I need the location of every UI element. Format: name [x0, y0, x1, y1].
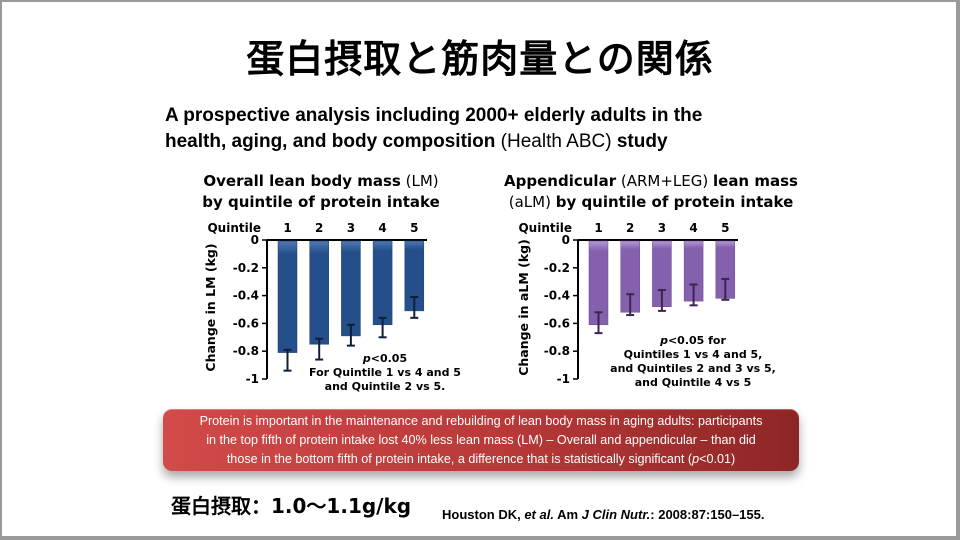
y-tick-label: -0.2	[544, 261, 570, 275]
callout-line3-p: p	[692, 452, 700, 466]
chart-alm-title-normal1: (ARM+LEG)	[616, 172, 713, 190]
reference: Houston DK, et al. Am J Clin Nutr.: 2008…	[442, 507, 764, 522]
p-symbol: p	[362, 352, 371, 365]
x-tick-label: 4	[689, 221, 697, 235]
x-tick-label: 2	[626, 221, 634, 235]
annotation-line: For Quintile 1 vs 4 and 5	[309, 366, 461, 379]
chart-alm-title: Appendicular (ARM+LEG) lean mass (aLM) b…	[496, 171, 806, 213]
chart-lm-title-line2: by quintile of protein intake	[202, 193, 440, 211]
ref-etal: et al.	[524, 507, 554, 522]
x-tick-label: 3	[658, 221, 666, 235]
chart-alm-title-bold2: lean mass	[713, 172, 798, 190]
y-axis-title: Change in aLM (kg)	[516, 239, 531, 376]
chart-lm-title: Overall lean body mass (LM) by quintile …	[190, 171, 452, 213]
y-tick-label: -0.6	[233, 316, 259, 330]
x-tick-label: 4	[378, 221, 386, 235]
bar	[372, 240, 393, 326]
x-tick-label: 5	[721, 221, 729, 235]
callout-line3-post: <0.01)	[699, 452, 736, 466]
protein-intake-label: 蛋白摂取：1.0〜1.1g/kg	[171, 494, 412, 518]
y-axis-title: Change in LM (kg)	[203, 243, 218, 371]
p-value: <0.05 for	[668, 334, 727, 347]
x-axis-label: Quintile	[518, 221, 572, 235]
x-tick-label: 3	[347, 221, 355, 235]
bar	[277, 240, 298, 353]
significance-annotation: p<0.05 for	[659, 334, 726, 347]
subtitle-line2-bold: health, aging, and body composition	[165, 131, 496, 152]
subtitle-line1: A prospective analysis including 2000+ e…	[165, 105, 703, 126]
ref-am: Am	[553, 507, 582, 522]
summary-callout: Protein is important in the maintenance …	[163, 409, 799, 471]
annotation-line: Quintiles 1 vs 4 and 5,	[624, 348, 763, 361]
x-tick-label: 1	[283, 221, 291, 235]
chart-alm-title-bold1: Appendicular	[504, 172, 617, 190]
ref-journal: J Clin Nutr.	[581, 507, 651, 522]
y-tick-label: 0	[251, 233, 259, 247]
chart-alm-title-line2-bold: by quintile of protein intake	[555, 193, 794, 211]
annotation-line: and Quintile 4 vs 5	[635, 376, 752, 389]
x-axis-label: Quintile	[207, 221, 261, 235]
subtitle-line2-end: study	[616, 131, 668, 152]
y-tick-label: 0	[562, 233, 570, 247]
bar	[309, 240, 329, 345]
y-tick-label: -0.8	[233, 344, 259, 358]
chart-alm-title-line2-normal: (aLM)	[508, 193, 556, 211]
slide-title: 蛋白摂取と筋肉量との関係	[246, 37, 714, 81]
subtitle-line2-normal: (Health ABC)	[495, 131, 617, 152]
annotation-line: and Quintile 2 vs 5.	[325, 380, 446, 393]
y-tick-label: -0.6	[544, 316, 570, 330]
ref-details: : 2008:87:150–155.	[650, 507, 765, 522]
y-tick-label: -0.4	[233, 289, 259, 303]
y-tick-label: -0.2	[233, 261, 259, 275]
chart-lm-title-normal: (LM)	[400, 172, 439, 190]
p-value: <0.05	[371, 352, 407, 365]
p-symbol: p	[659, 334, 668, 347]
callout-line1: Protein is important in the maintenance …	[199, 414, 763, 428]
slide-subtitle: A prospective analysis including 2000+ e…	[165, 103, 825, 155]
y-tick-label: -1	[246, 372, 259, 386]
significance-annotation: p<0.05	[362, 352, 407, 365]
annotation-line: and Quintiles 2 and 3 vs 5,	[610, 362, 776, 375]
x-tick-label: 5	[410, 221, 418, 235]
y-tick-label: -0.4	[544, 289, 570, 303]
callout-line3: those in the bottom fifth of protein int…	[163, 450, 799, 469]
bar	[341, 240, 361, 337]
x-tick-label: 1	[594, 221, 602, 235]
chart-lm-title-bold: Overall lean body mass	[203, 172, 401, 190]
x-tick-label: 2	[315, 221, 323, 235]
ref-authors: Houston DK,	[442, 507, 525, 522]
y-tick-label: -0.8	[544, 344, 570, 358]
y-tick-label: -1	[557, 372, 570, 386]
callout-line2: in the top fifth of protein intake lost …	[206, 433, 756, 447]
callout-line3-pre: those in the bottom fifth of protein int…	[226, 452, 693, 466]
